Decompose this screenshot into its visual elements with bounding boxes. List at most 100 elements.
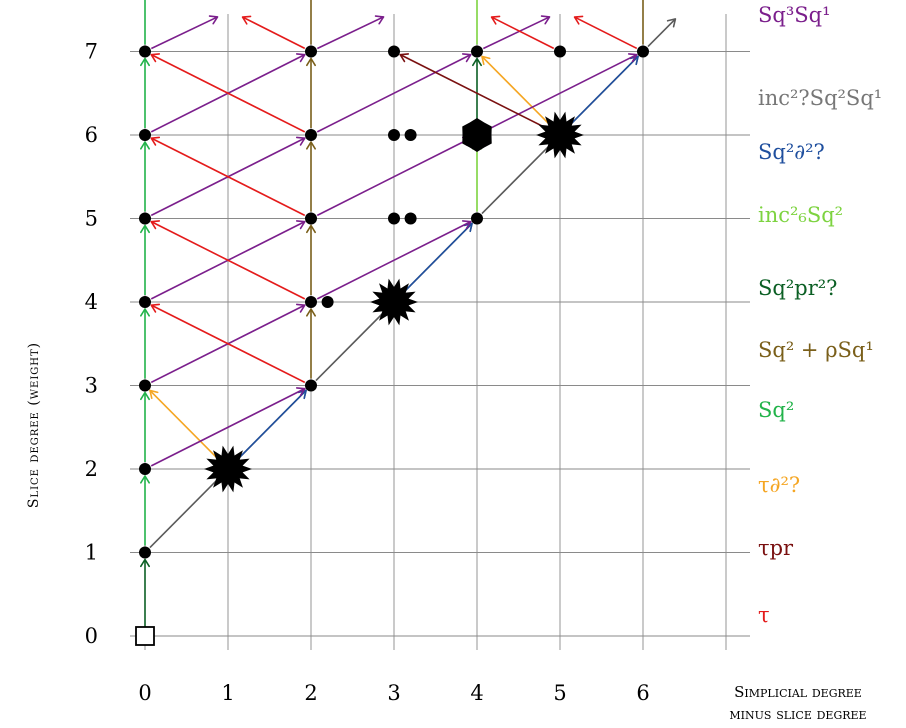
class-dot — [305, 379, 317, 392]
arrow-head — [627, 53, 638, 63]
class-dot — [471, 212, 483, 225]
arrow-head — [140, 57, 150, 67]
arrow-head — [629, 55, 639, 66]
arrow-shaft — [398, 222, 473, 298]
x-tick-label: 6 — [636, 681, 649, 705]
arrow-shaft — [316, 16, 384, 50]
arrow-shaft — [491, 16, 555, 50]
grid — [130, 14, 750, 650]
y-axis-label: Slice degree (weight) — [26, 342, 42, 508]
diagonal-arrow — [647, 18, 677, 48]
arrow-head — [295, 387, 306, 397]
arrow-head — [140, 141, 150, 150]
class-dot — [139, 296, 151, 308]
arrow-head — [374, 15, 385, 25]
arrow-shaft — [481, 139, 556, 215]
class-star — [370, 278, 418, 326]
arrow-shaft — [316, 53, 472, 133]
class-dot — [305, 129, 317, 141]
green-arrow — [140, 475, 150, 546]
olive-arrow — [642, 0, 644, 45]
legend-entry: Sq³Sq¹ — [758, 3, 831, 27]
class-dot — [305, 296, 317, 308]
class-dot — [139, 129, 151, 141]
y-tick-label: 6 — [85, 123, 98, 147]
legend: Sq³Sq¹ inc²?Sq²Sq¹ Sq²∂²? inc²₆Sq² Sq²pr²? Sq… — [758, 3, 882, 627]
legend-entry: Sq² — [758, 398, 794, 422]
red-arrow — [490, 15, 555, 50]
arrow-head — [140, 558, 150, 568]
blue-arrow — [564, 55, 639, 131]
class-dot — [305, 45, 317, 58]
orange-arrow — [481, 55, 556, 131]
arrow-shaft — [150, 16, 218, 50]
y-tick-label: 7 — [85, 40, 98, 64]
red-arrow — [150, 53, 306, 133]
class-dot — [388, 212, 400, 225]
green-arrow — [144, 0, 146, 45]
x-tick-label: 1 — [221, 681, 234, 705]
class-star — [536, 111, 584, 159]
olive-arrow — [306, 308, 316, 379]
arrow-head — [461, 53, 472, 63]
y-tick-label: 1 — [85, 541, 98, 565]
red-arrow — [150, 220, 306, 300]
arrow-shaft — [564, 55, 639, 131]
green-arrow — [140, 391, 150, 462]
arrow-head — [540, 15, 551, 25]
legend-entry: τ∂²? — [758, 473, 800, 497]
legend-entry: inc²?Sq²Sq¹ — [758, 86, 882, 110]
arrow-shaft — [149, 473, 224, 549]
axis-ticks: 0 1 2 3 4 5 6 0 1 2 3 4 5 6 7 — [85, 40, 650, 706]
legend-entry: τ — [758, 603, 770, 627]
arrow-head — [295, 303, 306, 313]
class-dot — [388, 45, 400, 58]
orange-arrow — [149, 389, 224, 465]
arrow-head — [295, 53, 306, 63]
olive-arrow — [306, 57, 316, 128]
arrow-head — [461, 220, 472, 230]
class-dot — [554, 45, 566, 58]
blue-arrow — [398, 222, 473, 298]
class-star — [204, 445, 252, 493]
arrow-shaft — [482, 16, 550, 50]
y-tick-label: 3 — [85, 374, 98, 398]
arrow-shaft — [232, 389, 307, 465]
purple-arrow — [316, 220, 472, 300]
x-tick-label: 5 — [553, 681, 566, 705]
arrow-shaft — [149, 389, 224, 465]
arrow-head — [295, 220, 306, 230]
class-square — [135, 626, 155, 646]
lightgreen-arrow — [472, 141, 482, 212]
class-hexagon — [462, 118, 492, 152]
arrow-head — [463, 222, 473, 233]
olive-arrow — [306, 224, 316, 295]
legend-entry: Sq² + ρSq¹ — [758, 338, 874, 362]
arrow-head — [150, 220, 161, 230]
arrow-head — [573, 15, 584, 25]
class-dot — [404, 212, 417, 225]
class-dot — [404, 129, 417, 141]
arrow-head — [472, 57, 482, 67]
diagonal-arrow — [149, 473, 224, 549]
green-arrow — [140, 57, 150, 128]
purple-arrow — [482, 53, 638, 133]
arrow-shaft — [316, 137, 472, 217]
class-nodes — [135, 45, 649, 646]
class-dot — [637, 45, 649, 58]
arrow-head — [666, 18, 677, 28]
arrow-head — [140, 475, 150, 484]
arrow-head — [306, 57, 316, 67]
y-tick-label: 0 — [85, 624, 98, 648]
arrow-shaft — [242, 16, 306, 50]
legend-entry: Sq²∂²? — [758, 140, 825, 164]
arrow-head — [150, 303, 161, 313]
arrow-shaft — [150, 304, 306, 384]
class-dot — [139, 45, 151, 58]
arrow-head — [306, 224, 316, 234]
x-tick-label: 4 — [470, 681, 483, 705]
class-dot — [139, 379, 151, 392]
blue-arrow — [232, 389, 307, 465]
differential-arrows — [140, 0, 677, 629]
